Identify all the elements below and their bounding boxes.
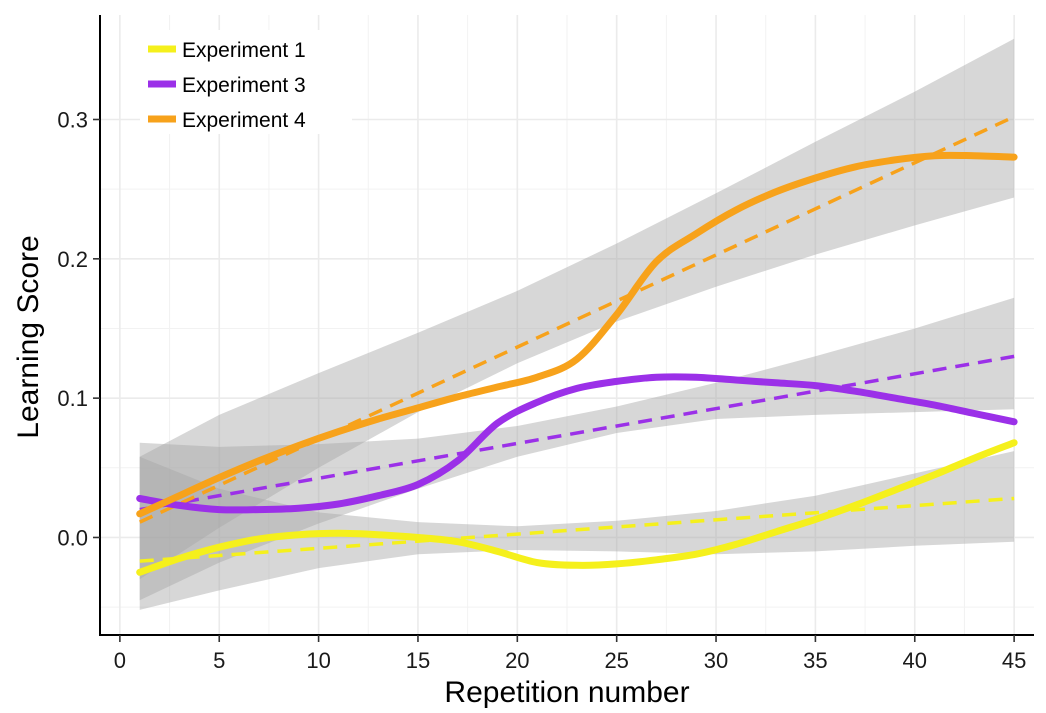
x-tick-label: 20 xyxy=(505,648,529,673)
tick-labels: 0 5 10 15 20 25 30 35 40 45 0.0 0.1 0.2 0.3 xyxy=(57,107,1026,673)
x-tick-label: 15 xyxy=(406,648,430,673)
x-axis-title: Repetition number xyxy=(444,676,689,709)
y-axis-title: Learning Score xyxy=(12,235,45,438)
confidence-band-2 xyxy=(139,297,1015,601)
legend-label-2: Experiment 3 xyxy=(182,74,306,97)
trend-line-1 xyxy=(139,496,1015,563)
x-tick-label: 45 xyxy=(1002,648,1026,673)
x-tick-label: 40 xyxy=(903,648,927,673)
y-tick-label: 0.3 xyxy=(57,107,88,132)
axes xyxy=(93,15,1034,642)
trend-line-2 xyxy=(139,354,1015,512)
series-line-3 xyxy=(136,151,1018,518)
x-tick-label: 5 xyxy=(213,648,225,673)
x-tick-label: 10 xyxy=(306,648,330,673)
y-tick-label: 0.2 xyxy=(57,247,88,272)
y-tick-label: 0.1 xyxy=(57,386,88,411)
linear-trend-lines xyxy=(139,115,1015,563)
x-tick-label: 35 xyxy=(803,648,827,673)
y-tick-label: 0.0 xyxy=(57,525,88,550)
series-line-1 xyxy=(136,439,1018,576)
series-line-2 xyxy=(136,373,1018,514)
smoothed-lines xyxy=(136,151,1018,576)
legend: Experiment 1 Experiment 3 Experiment 4 xyxy=(140,30,352,134)
x-tick-label: 25 xyxy=(604,648,628,673)
legend-label-3: Experiment 4 xyxy=(182,109,306,132)
x-tick-label: 30 xyxy=(704,648,728,673)
legend-label-1: Experiment 1 xyxy=(182,39,306,62)
x-tick-label: 0 xyxy=(114,648,126,673)
confidence-band-3 xyxy=(139,38,1015,580)
